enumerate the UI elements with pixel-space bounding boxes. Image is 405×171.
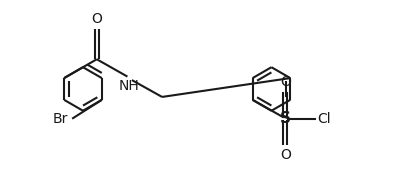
Text: S: S	[280, 111, 291, 126]
Text: O: O	[280, 148, 291, 162]
Text: Cl: Cl	[317, 112, 331, 126]
Text: O: O	[92, 12, 102, 26]
Text: Br: Br	[53, 112, 68, 126]
Text: NH: NH	[119, 79, 140, 93]
Text: O: O	[280, 75, 291, 89]
